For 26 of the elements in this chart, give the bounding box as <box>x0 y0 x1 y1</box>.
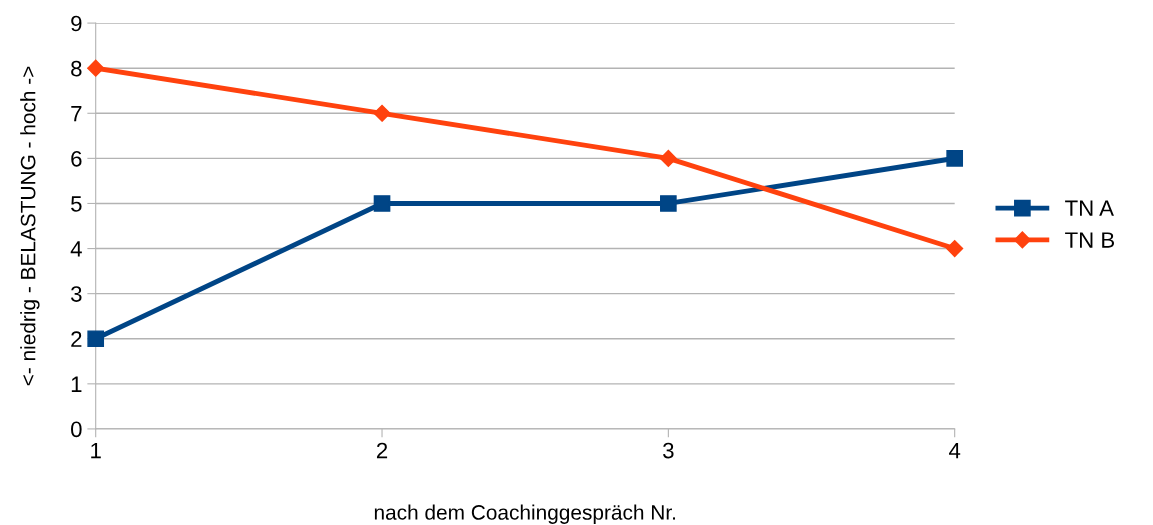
y-tick-label: 5 <box>71 196 82 212</box>
legend-label: TN A <box>1065 200 1114 216</box>
point <box>946 240 964 258</box>
y-tick-label: 8 <box>71 60 82 77</box>
y-tick-label: 2 <box>71 331 82 347</box>
x-tick-label: 3 <box>663 442 674 459</box>
x-tick-label: 2 <box>376 442 388 459</box>
point <box>373 104 391 122</box>
y-tick-label: 0 <box>71 421 82 438</box>
point <box>946 150 964 167</box>
y-axis-title: <- niedrig - BELASTUNG - hoch -> <box>20 66 40 386</box>
point <box>659 149 677 167</box>
legend-label: TN B <box>1065 232 1115 248</box>
x-tick-label: 1 <box>91 442 101 459</box>
x-axis-title: nach dem Coachinggespräch Nr. <box>374 504 676 524</box>
y-tick-label: 6 <box>71 150 82 167</box>
y-tick-label: 9 <box>71 15 82 32</box>
point <box>660 195 677 212</box>
y-tick-label: 1 <box>71 376 82 392</box>
y-tick-label: 7 <box>71 106 82 122</box>
point <box>87 330 105 348</box>
y-tick-label: 4 <box>70 241 82 257</box>
y-tick-label: 3 <box>70 286 82 302</box>
x-tick-label: 4 <box>949 442 961 459</box>
point <box>87 59 105 77</box>
point <box>373 195 391 212</box>
